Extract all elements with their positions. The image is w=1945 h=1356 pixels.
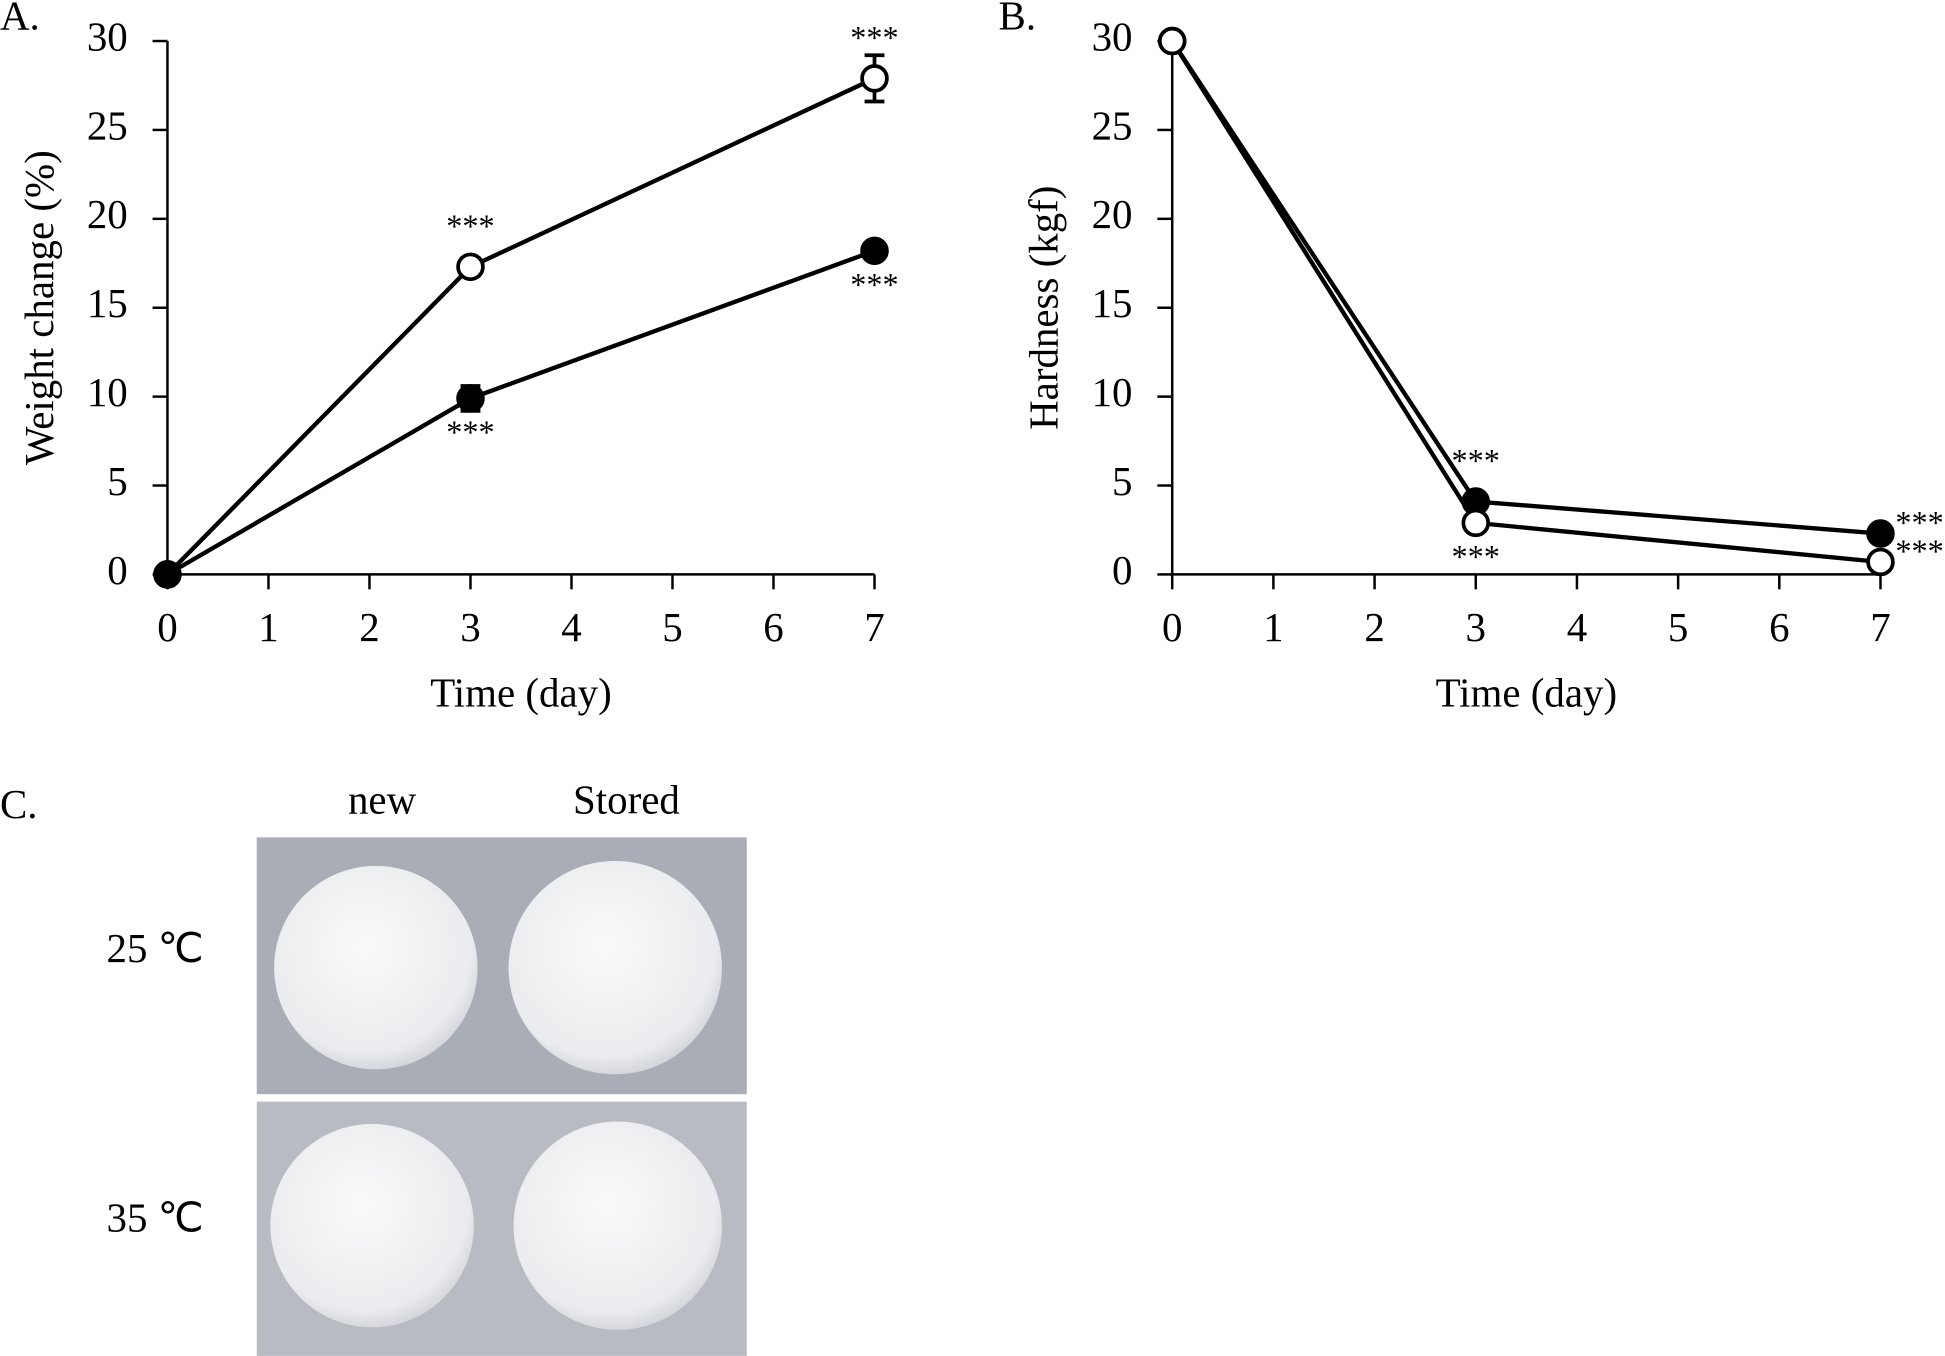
x-tick-label: 3 (460, 605, 480, 650)
x-tick-label: 7 (864, 605, 884, 650)
x-tick-label: 2 (359, 605, 379, 650)
y-tick-label: 10 (1092, 370, 1133, 415)
marker (456, 252, 485, 282)
x-tick-label: 1 (258, 605, 278, 650)
marker (1461, 508, 1491, 538)
marker (1866, 519, 1895, 548)
marker (153, 560, 182, 589)
panel-c: C. new Stored 25 ℃ 35 ℃ (0, 777, 747, 1356)
x-tick-label: 6 (763, 605, 783, 650)
y-tick-label: 30 (1092, 14, 1133, 59)
column-label: new (348, 777, 417, 822)
x-axis-title: Time (day) (430, 671, 612, 716)
marker (860, 64, 889, 93)
significance-label: *** (850, 266, 898, 302)
y-tick-label: 5 (107, 459, 127, 504)
row-label: 35 ℃ (106, 1195, 203, 1240)
tablet (508, 860, 722, 1075)
y-axis-title: Hardness (kgf) (1022, 186, 1067, 430)
x-tick-label: 6 (1769, 605, 1789, 650)
y-tick-label: 15 (1092, 281, 1133, 326)
y-tick-label: 15 (87, 281, 128, 326)
significance-label: *** (446, 414, 494, 450)
tablet (270, 1123, 474, 1328)
series-line (165, 76, 876, 576)
y-tick-label: 20 (87, 192, 128, 237)
marker (1866, 547, 1895, 577)
y-tick-label: 20 (1092, 192, 1133, 237)
y-tick-label: 10 (87, 370, 128, 415)
y-tick-label: 30 (87, 14, 128, 59)
significance-label: *** (850, 20, 898, 56)
panel-label: C. (0, 782, 38, 827)
x-tick-label: 5 (662, 605, 682, 650)
x-tick-label: 2 (1364, 605, 1384, 650)
marker (860, 236, 889, 266)
y-tick-label: 0 (107, 548, 127, 593)
tablet (274, 865, 478, 1070)
y-tick-label: 0 (1112, 548, 1132, 593)
significance-label: *** (1452, 538, 1500, 574)
panel-label: B. (999, 0, 1037, 38)
marker (456, 384, 485, 413)
y-tick-label: 25 (1092, 103, 1133, 148)
x-tick-label: 0 (1162, 605, 1182, 650)
significance-label: *** (446, 208, 494, 244)
panel-label: A. (0, 0, 40, 38)
x-tick-label: 3 (1466, 605, 1486, 650)
y-tick-label: 5 (1112, 459, 1132, 504)
marker (1157, 26, 1187, 56)
x-tick-label: 1 (1263, 605, 1283, 650)
significance-label: *** (1452, 443, 1500, 479)
series-line (1170, 39, 1881, 536)
significance-label: *** (1895, 504, 1943, 540)
series-line (1170, 39, 1881, 565)
x-axis-title: Time (day) (1436, 671, 1618, 716)
x-tick-label: 7 (1870, 605, 1890, 650)
y-tick-label: 25 (87, 103, 128, 148)
x-tick-label: 5 (1668, 605, 1688, 650)
y-axis-title: Weight change (%) (17, 150, 62, 465)
x-tick-label: 4 (561, 605, 581, 650)
tablet (513, 1121, 722, 1330)
significance-label: *** (1895, 533, 1943, 569)
column-label: Stored (573, 777, 680, 822)
x-tick-label: 0 (157, 605, 177, 650)
x-tick-label: 4 (1567, 605, 1587, 650)
series-line (166, 248, 876, 577)
row-label: 25 ℃ (106, 926, 203, 971)
